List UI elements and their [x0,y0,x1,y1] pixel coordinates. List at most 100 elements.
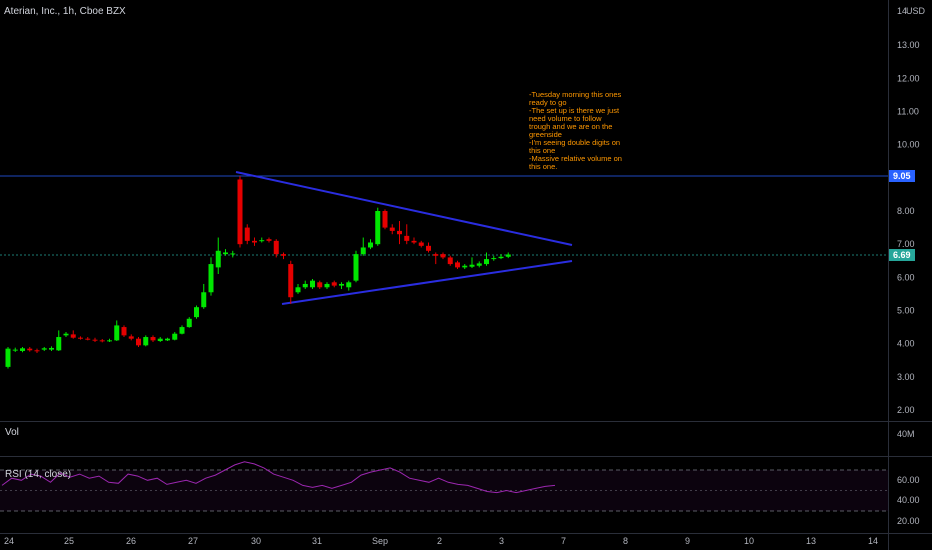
candle-body [121,327,127,336]
candle-body [295,287,301,293]
price-tick-label: 4.00 [897,339,915,349]
candle-body [331,282,337,286]
time-label: 8 [623,536,628,546]
candle-body [63,333,69,336]
resistance-price-badge [889,170,915,182]
candle-body [302,283,308,288]
price-tick-label: 8.00 [897,206,915,216]
candle-body [375,211,381,245]
time-label: 10 [744,536,754,546]
candle-body [136,338,141,346]
price-tick-label: 3.00 [897,372,915,382]
candle-body [368,242,373,248]
candle-body [78,337,83,339]
candle-body [194,307,199,318]
candle-body [317,282,323,288]
candle-body [324,283,330,288]
price-axis[interactable]: 13.00 12.00 11.00 10.00 8.00 7.00 6.00 5.00 4.00… [897,40,920,415]
time-axis[interactable]: 24 25 26 27 30 31 Sep 2 3 7 8 9 10 13 14 [4,536,878,546]
candle-body [252,240,257,243]
candle-body [56,337,62,351]
resistance-price-label: 9.05 [893,171,911,181]
time-label: 3 [499,536,504,546]
candle-body [20,348,25,351]
time-label: 2 [437,536,442,546]
candle-body [92,339,98,341]
rsi-tick: 60.00 [897,475,920,485]
trade-note[interactable]: -Tuesday morning this ones ready to go -… [529,90,622,171]
candle-body [404,235,410,241]
candle-body [201,292,207,308]
candle-body [12,349,18,351]
rsi-tick: 20.00 [897,516,920,526]
candle-body [433,254,439,256]
candle-body [244,227,250,241]
candle-body [223,252,228,255]
candle-body [273,240,279,255]
current-price-badge [889,249,915,261]
candle-body [150,337,156,341]
candle-body [230,253,236,255]
lower-trendline[interactable] [281,260,573,305]
candle-body [310,280,315,288]
candle-body [143,337,149,346]
candle-body [172,333,178,340]
price-tick-label: 11.00 [897,107,919,117]
candle-body [41,348,47,350]
time-label: 9 [685,536,690,546]
candle-body [484,259,489,265]
candle-body [346,282,352,288]
note-line: need volume to follow [529,114,602,123]
note-line: this one. [529,162,557,171]
candle-body [186,318,192,328]
volume-axis-label: 40M [897,429,915,439]
chart-title: Aterian, Inc., 1h, Cboe BZX [4,6,126,17]
candle-body [505,254,511,257]
note-line: trough and we are on the [529,122,612,131]
candle-body [128,336,134,339]
rsi-line[interactable] [1,461,556,494]
candle-body [382,211,388,228]
rsi-tick: 40.00 [897,495,920,505]
current-price-label: 6.69 [893,250,911,260]
price-tick-label: 13.00 [897,40,920,50]
time-label: 26 [126,536,136,546]
candle-body [179,327,185,334]
time-label: 14 [868,536,878,546]
candle-body [5,348,11,367]
note-line: ready to go [529,98,567,107]
note-line: -I'm seeing double digits on [529,138,620,147]
price-tick-label: 12.00 [897,73,920,83]
candle-body [418,242,424,246]
candle-body [469,264,475,267]
candle-body [389,227,395,231]
time-label: Sep [372,536,388,546]
upper-trendline[interactable] [235,171,573,246]
candle-body [114,325,120,341]
price-tick-label: 10.00 [897,140,920,150]
candle-body [288,264,294,298]
candlestick-series[interactable] [5,176,511,369]
note-line: -Tuesday morning this ones [529,90,622,99]
note-line: -Massive relative volume on [529,154,622,163]
price-tick-label: 5.00 [897,306,915,316]
candle-body [237,179,243,245]
time-label: 24 [4,536,14,546]
price-tick-label: 7.00 [897,239,915,249]
price-tick-label: 6.00 [897,272,915,282]
time-label: 30 [251,536,261,546]
candle-body [476,263,482,266]
candle-body [165,338,170,341]
candle-body [360,247,366,255]
candle-body [455,262,460,268]
rsi-band [0,470,888,511]
volume-pane-label: Vol [5,427,19,438]
candle-body [498,256,504,259]
candle-body [157,338,163,342]
time-label: 25 [64,536,74,546]
candle-body [462,265,468,268]
candle-body [411,240,417,243]
candle-body [70,334,76,338]
candle-body [426,245,431,251]
